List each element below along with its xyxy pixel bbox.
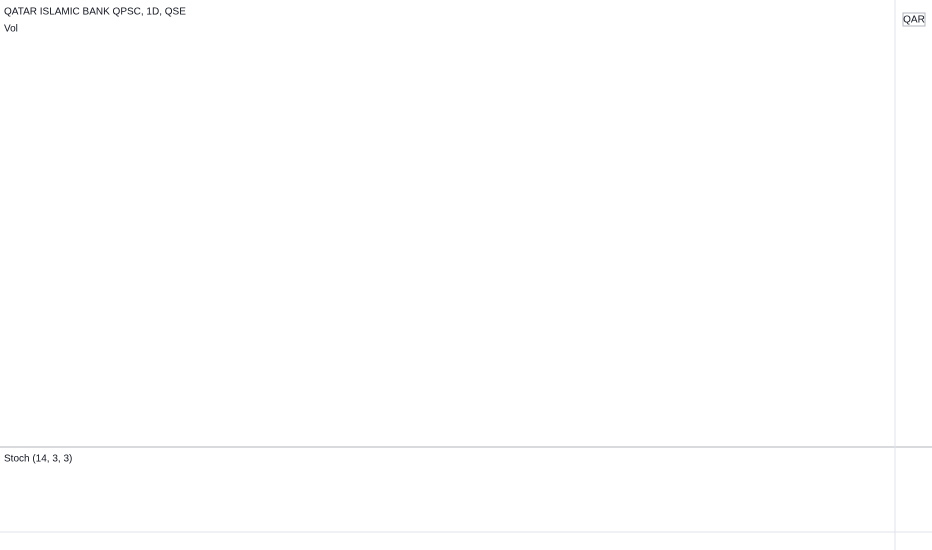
currency-box — [902, 12, 926, 27]
chart-title: QATAR ISLAMIC BANK QPSC, 1D, QSE — [4, 7, 186, 18]
currency: QAR — [903, 15, 925, 26]
stoch-title: Stoch (14, 3, 3) — [4, 454, 72, 465]
volume-title: Vol — [4, 24, 18, 35]
